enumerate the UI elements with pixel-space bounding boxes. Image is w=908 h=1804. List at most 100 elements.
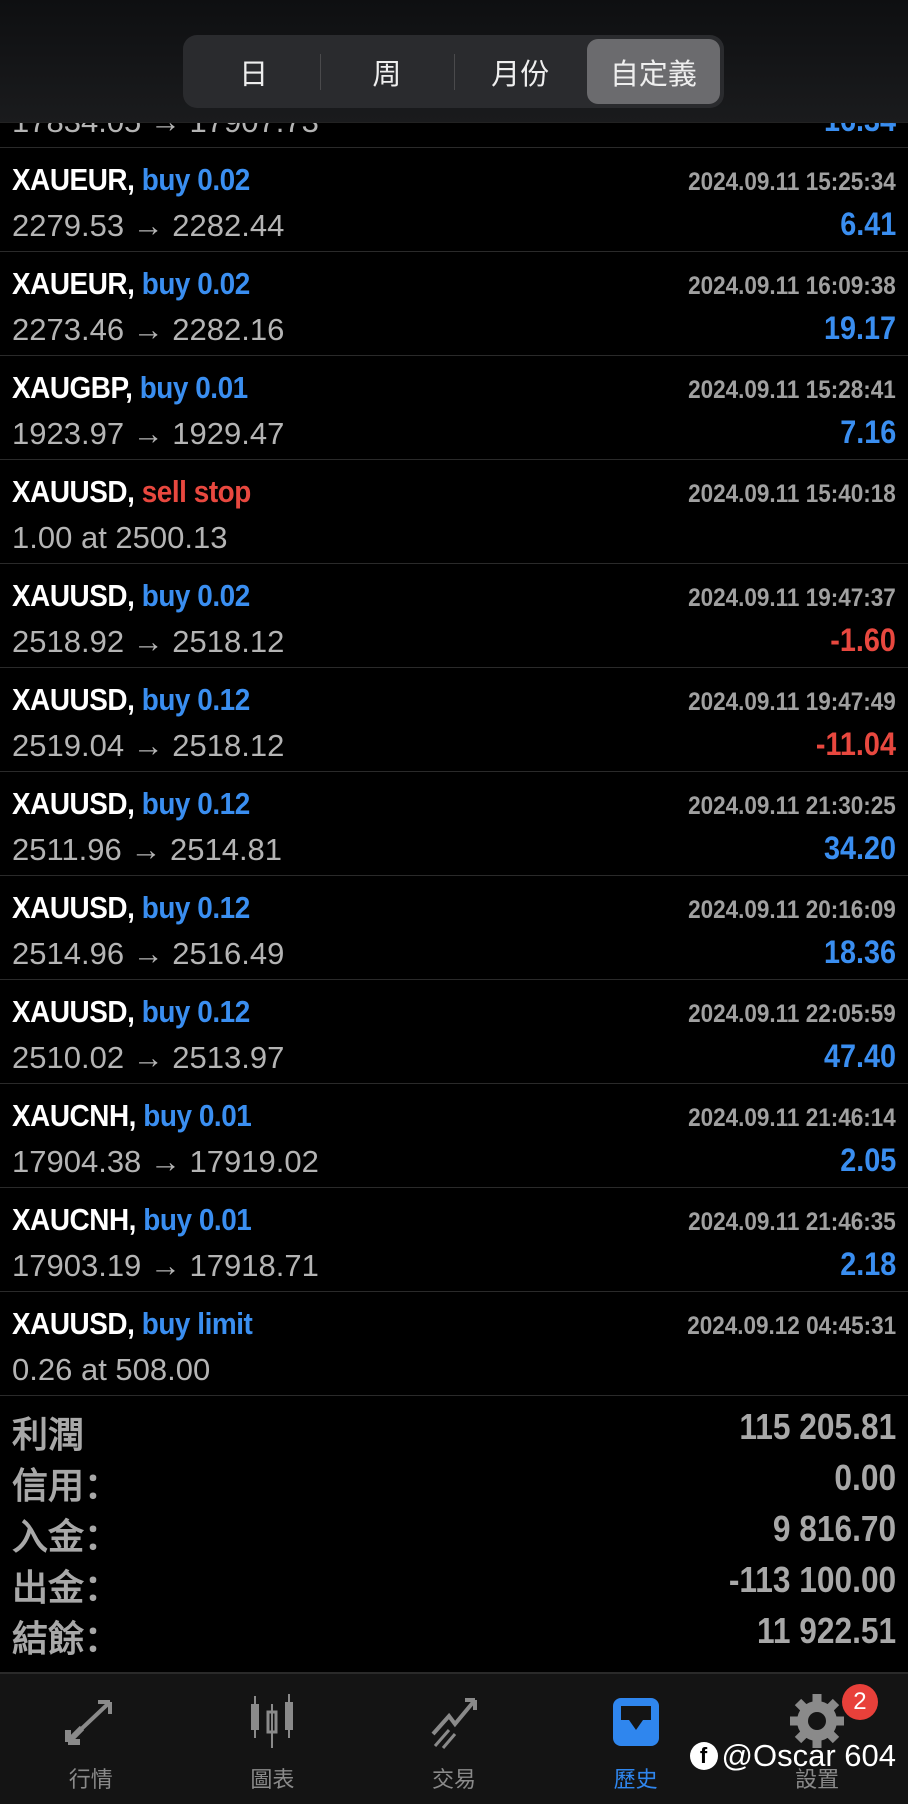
summary-value: 115 205.81 (739, 1406, 896, 1447)
trade-row[interactable]: XAUCNH, buy 0.01 2024.09.11 21:46:35 179… (0, 1188, 908, 1292)
summary-row: 出金： -113 100.00 (0, 1553, 908, 1608)
trade-prices: 1923.97 → 1929.47 (12, 416, 285, 451)
trade-time: 2024.09.11 21:46:14 (688, 1104, 896, 1132)
trade-type: buy 0.02 (141, 578, 251, 613)
trade-prices: 2510.02 → 2513.97 (12, 1040, 285, 1075)
tab-month[interactable]: 月份 (453, 39, 587, 104)
trade-time: 2024.09.11 22:05:59 (688, 1000, 896, 1028)
trade-prices: 0.26 at 508.00 (12, 1352, 211, 1387)
summary-value: 9 816.70 (772, 1508, 896, 1549)
trade-row[interactable]: XAUUSD, sell stop 2024.09.11 15:40:18 1.… (0, 460, 908, 564)
trade-row[interactable]: XAUUSD, buy 0.02 2024.09.11 19:47:37 251… (0, 564, 908, 668)
trade-time: 2024.09.11 15:40:18 (688, 480, 896, 508)
trade-title: XAUUSD, buy 0.12 (12, 786, 250, 822)
period-segmented-control: 日 周 月份 自定義 (183, 35, 724, 108)
period-header: 日 周 月份 自定義 (0, 0, 908, 123)
trade-title: XAUGBP, buy 0.01 (12, 370, 248, 406)
trade-title: XAUUSD, buy limit (12, 1306, 253, 1342)
trade-profit: -11.04 (815, 726, 896, 762)
summary-label: 出金： (12, 1567, 121, 1608)
trade-profit: 18.36 (823, 934, 896, 970)
summary-value: 11 922.51 (756, 1610, 896, 1651)
trade-title: XAUCNH, buy 0.01 (12, 1098, 252, 1134)
gear-icon (790, 1694, 845, 1748)
nav-label: 設置 (795, 1767, 840, 1792)
trade-type: buy 0.01 (143, 1098, 252, 1133)
trade-type: buy 0.12 (141, 890, 251, 925)
trade-row[interactable]: XAUCNH, buy 0.01 2024.09.11 21:46:14 179… (0, 1084, 908, 1188)
trade-time: 2024.09.11 15:28:41 (688, 376, 896, 404)
trade-title: XAUUSD, sell stop (12, 474, 251, 510)
trade-profit: 47.40 (823, 1038, 896, 1074)
trade-prices: 17903.19 → 17918.71 (12, 1248, 319, 1283)
tab-week[interactable]: 周 (320, 39, 453, 104)
trade-time: 2024.09.11 21:30:25 (688, 792, 896, 820)
trade-type: buy 0.01 (139, 370, 249, 405)
trade-prices: 2514.96 → 2516.49 (12, 936, 285, 971)
trade-prices: 17904.38 → 17919.02 (12, 1144, 319, 1179)
trade-symbol: XAUUSD, (12, 682, 135, 717)
trade-symbol: XAUUSD, (12, 474, 135, 509)
trade-type: buy 0.12 (141, 682, 251, 717)
summary-row: 結餘： 11 922.51 (0, 1604, 908, 1659)
trade-profit: 2.05 (839, 1142, 896, 1178)
trade-symbol: XAUEUR, (12, 162, 135, 197)
candlestick-icon (251, 1694, 294, 1748)
trade-title: XAUCNH, buy 0.01 (12, 1202, 252, 1238)
summary-label: 利潤 (12, 1414, 85, 1455)
nav-tab-3[interactable]: 歷史 (545, 1674, 727, 1804)
nav-tab-0[interactable]: 行情 (0, 1674, 182, 1804)
trade-row[interactable]: XAUUSD, buy limit 2024.09.12 04:45:31 0.… (0, 1292, 908, 1396)
tab-custom[interactable]: 自定義 (586, 39, 720, 104)
trade-trend-icon (431, 1698, 477, 1749)
trade-profit: 34.20 (823, 830, 896, 866)
nav-tab-4[interactable]: 設置 2 (726, 1674, 908, 1804)
nav-tab-1[interactable]: 圖表 (182, 1674, 364, 1804)
trade-row[interactable]: XAUGBP, buy 0.01 2024.09.11 15:28:41 192… (0, 356, 908, 460)
trade-symbol: XAUCNH, (12, 1202, 136, 1237)
trade-profit: 2.18 (839, 1246, 896, 1282)
trade-title: XAUEUR, buy 0.02 (12, 162, 250, 198)
quotes-arrows-icon (64, 1700, 112, 1745)
trade-history-list[interactable]: 17834.05 → 17907.73 16.34 XAUEUR, buy 0.… (0, 44, 908, 1396)
trade-type: sell stop (141, 474, 252, 509)
trade-profit: -1.60 (830, 622, 896, 658)
summary-value: -113 100.00 (728, 1559, 896, 1600)
trade-row[interactable]: XAUEUR, buy 0.02 2024.09.11 16:09:38 227… (0, 252, 908, 356)
trade-type: buy 0.01 (143, 1202, 252, 1237)
trade-profit: 6.41 (839, 206, 896, 242)
trade-title: XAUUSD, buy 0.12 (12, 682, 250, 718)
watermark: f @Oscar 604 (689, 1738, 896, 1774)
trade-symbol: XAUGBP, (12, 370, 133, 405)
trade-time: 2024.09.11 15:25:34 (688, 168, 896, 196)
trade-symbol: XAUCNH, (12, 1098, 136, 1133)
summary-label: 入金： (12, 1516, 121, 1557)
trade-type: buy 0.02 (141, 162, 251, 197)
summary-label: 結餘： (12, 1618, 121, 1659)
trade-type: buy 0.02 (141, 266, 251, 301)
trade-profit: 7.16 (839, 414, 896, 450)
tab-day[interactable]: 日 (239, 58, 269, 91)
trade-row[interactable]: XAUUSD, buy 0.12 2024.09.11 21:30:25 251… (0, 772, 908, 876)
trade-type: buy 0.12 (141, 994, 251, 1029)
trade-row[interactable]: XAUUSD, buy 0.12 2024.09.11 20:16:09 251… (0, 876, 908, 980)
trade-symbol: XAUUSD, (12, 1306, 135, 1341)
trade-row[interactable]: XAUUSD, buy 0.12 2024.09.11 19:47:49 251… (0, 668, 908, 772)
bottom-nav: 行情 圖表 交易 歷史 設置 2 (0, 1672, 908, 1804)
trade-type: buy limit (141, 1306, 253, 1341)
summary-row: 入金： 9 816.70 (0, 1502, 908, 1557)
summary-value: 0.00 (834, 1457, 896, 1498)
summary-row: 利潤 115 205.81 (0, 1400, 908, 1455)
trade-prices: 2273.46 → 2282.16 (12, 312, 285, 347)
nav-label: 行情 (68, 1767, 113, 1792)
nav-label: 圖表 (250, 1767, 295, 1792)
facebook-icon: f (689, 1742, 718, 1770)
trade-symbol: XAUEUR, (12, 266, 135, 301)
trade-title: XAUUSD, buy 0.12 (12, 890, 250, 926)
trade-symbol: XAUUSD, (12, 994, 135, 1029)
summary-row: 信用： 0.00 (0, 1451, 908, 1506)
trade-time: 2024.09.12 04:45:31 (687, 1312, 896, 1340)
trade-row[interactable]: XAUEUR, buy 0.02 2024.09.11 15:25:34 227… (0, 148, 908, 252)
trade-row[interactable]: XAUUSD, buy 0.12 2024.09.11 22:05:59 251… (0, 980, 908, 1084)
nav-tab-2[interactable]: 交易 (363, 1674, 545, 1804)
